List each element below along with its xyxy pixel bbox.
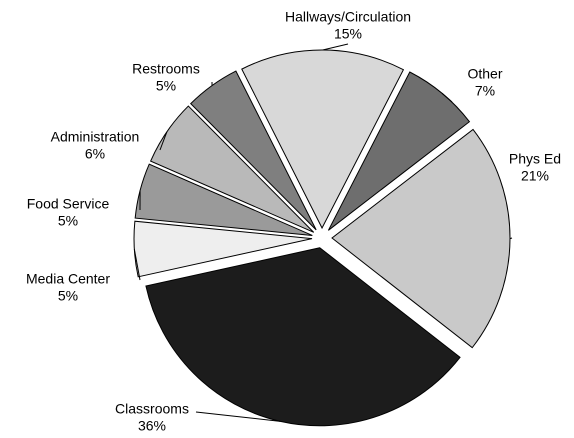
- leader-line: [133, 249, 141, 281]
- slice-label: Phys Ed: [509, 151, 561, 167]
- slice-value-label: 21%: [521, 168, 549, 184]
- slice-value-label: 6%: [85, 146, 105, 162]
- leader-line: [509, 237, 513, 240]
- pie-slice: [241, 49, 405, 230]
- pie-slice: [190, 70, 317, 231]
- slice-value-label: 15%: [334, 26, 362, 42]
- leader-line: [159, 131, 168, 151]
- pie-slice: [331, 128, 511, 349]
- pie-slice: [145, 247, 461, 427]
- slice-value-label: 7%: [475, 83, 495, 99]
- slice-label: Food Service: [27, 196, 110, 212]
- pie-slice: [133, 220, 313, 278]
- slice-value-label: 5%: [58, 213, 78, 229]
- slice-label: Classrooms: [115, 401, 189, 417]
- slice-value-label: 5%: [58, 288, 78, 304]
- slice-value-label: 36%: [138, 418, 166, 434]
- slice-value-label: 5%: [156, 78, 176, 94]
- slice-label: Hallways/Circulation: [285, 9, 411, 25]
- slice-label: Media Center: [26, 271, 110, 287]
- slice-label: Other: [467, 66, 502, 82]
- leader-line: [322, 43, 349, 51]
- leader-line: [195, 411, 281, 422]
- slice-label: Restrooms: [132, 61, 200, 77]
- leader-line: [442, 93, 453, 103]
- slice-label: Administration: [51, 129, 140, 145]
